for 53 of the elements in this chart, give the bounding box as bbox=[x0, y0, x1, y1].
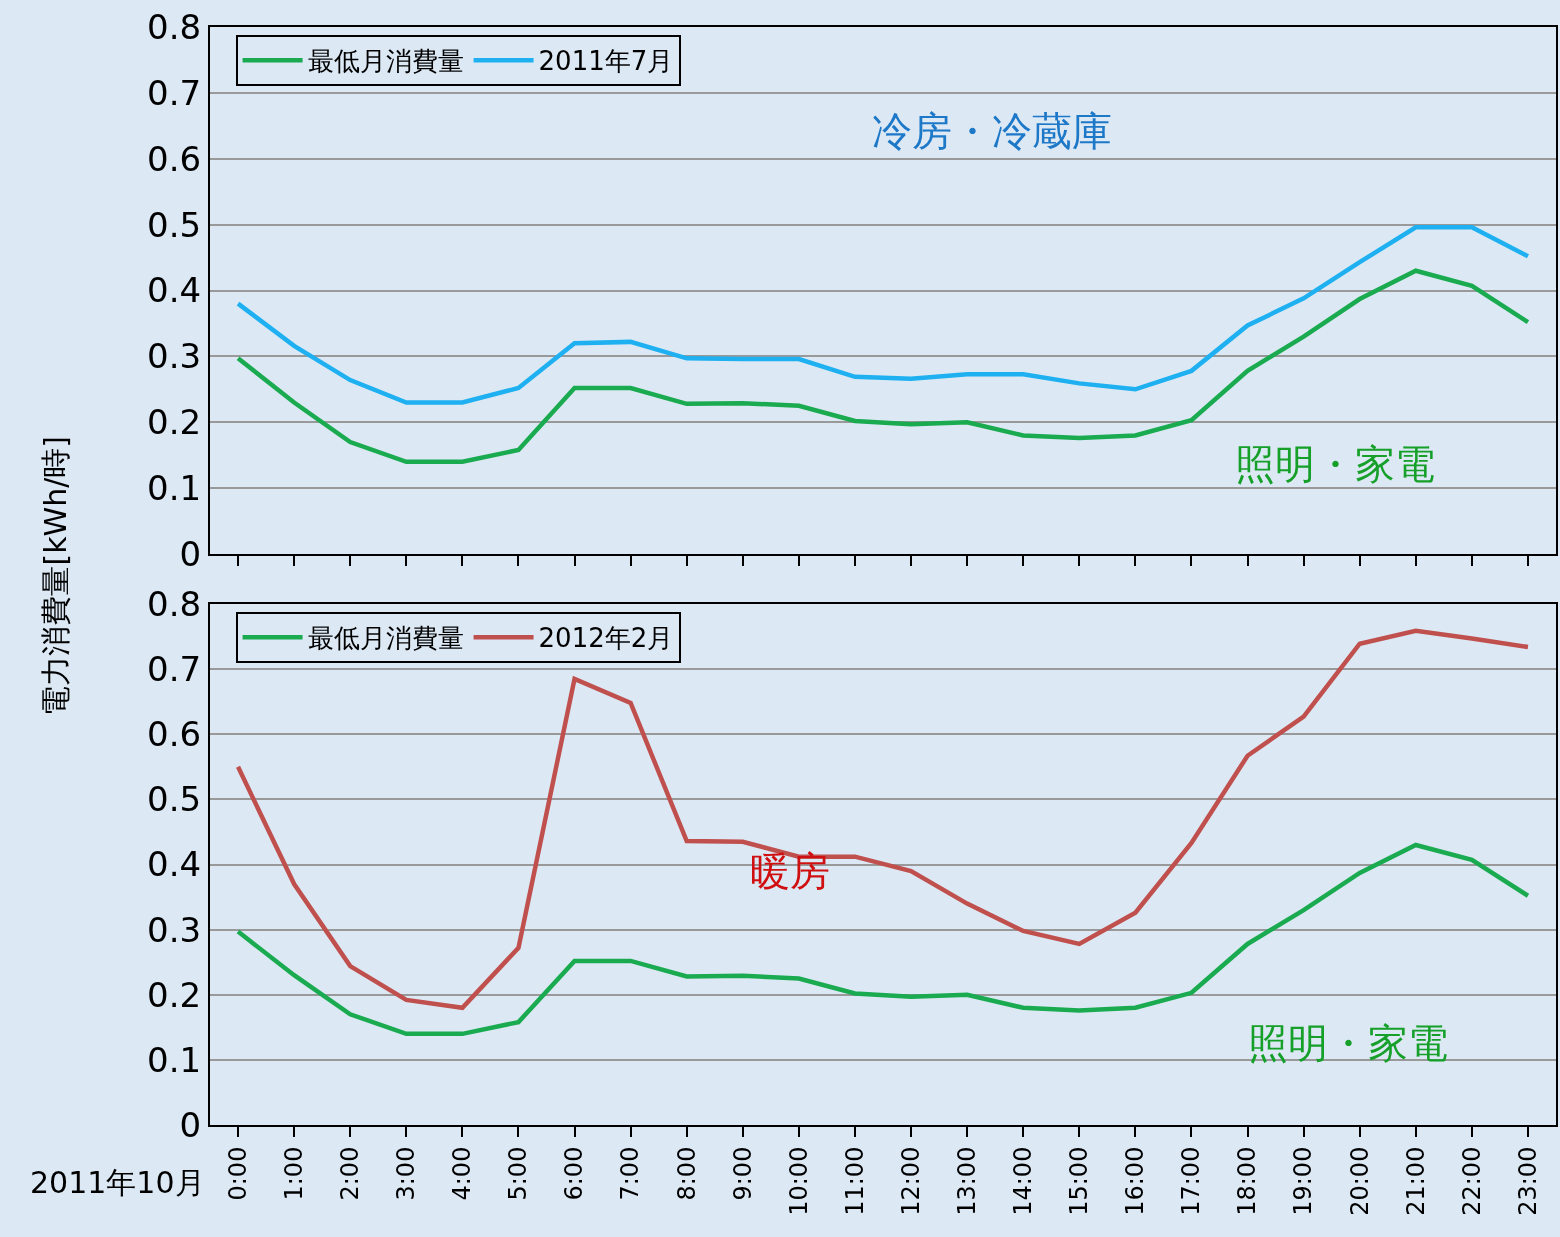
y-tick-label: 0.7 bbox=[147, 649, 202, 690]
x-tick-label: 0:00 bbox=[223, 1146, 252, 1201]
x-tick-label: 19:00 bbox=[1289, 1146, 1318, 1216]
y-tick-label: 0.4 bbox=[147, 270, 202, 311]
x-tick-label: 10:00 bbox=[784, 1146, 813, 1216]
x-tick-label: 18:00 bbox=[1233, 1146, 1262, 1216]
x-tick-label: 2:00 bbox=[336, 1146, 365, 1201]
y-tick-label: 0.8 bbox=[147, 583, 202, 624]
x-tick-label: 9:00 bbox=[728, 1146, 757, 1201]
x-tick-label: 21:00 bbox=[1401, 1146, 1430, 1216]
x-tick-label: 16:00 bbox=[1121, 1146, 1150, 1216]
y-tick-label: 0 bbox=[179, 1104, 202, 1145]
legend-label: 最低月消費量 bbox=[307, 46, 464, 77]
y-tick-label: 0.1 bbox=[147, 1039, 202, 1080]
x-tick-label: 22:00 bbox=[1457, 1146, 1486, 1216]
y-tick-label: 0 bbox=[179, 533, 202, 574]
x-tick-label: 12:00 bbox=[896, 1146, 925, 1216]
x-tick-label: 11:00 bbox=[840, 1146, 869, 1216]
annotation: 照明・家電 bbox=[1248, 1020, 1448, 1066]
annotation: 暖房 bbox=[750, 848, 830, 894]
x-tick-label: 13:00 bbox=[952, 1146, 981, 1216]
line-series bbox=[235, 225, 1531, 405]
y-tick-label: 0.3 bbox=[147, 909, 202, 950]
y-tick-label: 0.4 bbox=[147, 844, 202, 885]
y-axis-title: 電力消費量[kWh/時] bbox=[37, 435, 73, 716]
y-tick-label: 0.6 bbox=[147, 138, 202, 179]
legend-label: 2012年2月 bbox=[538, 623, 674, 654]
x-tick-label: 4:00 bbox=[448, 1146, 477, 1201]
x-tick-label: 15:00 bbox=[1065, 1146, 1094, 1216]
x-tick-label: 20:00 bbox=[1345, 1146, 1374, 1216]
y-tick-label: 0.6 bbox=[147, 714, 202, 755]
y-tick-label: 0.5 bbox=[147, 204, 202, 245]
legend-label: 最低月消費量 bbox=[307, 623, 464, 654]
x-tick-label: 17:00 bbox=[1177, 1146, 1206, 1216]
x-axis-title: 2011年10月 bbox=[30, 1165, 205, 1200]
y-tick-label: 0.7 bbox=[147, 72, 202, 113]
y-tick-label: 0.3 bbox=[147, 336, 202, 377]
x-tick-label: 1:00 bbox=[279, 1146, 308, 1201]
x-tick-label: 7:00 bbox=[616, 1146, 645, 1201]
y-tick-label: 0.2 bbox=[147, 402, 202, 443]
y-tick-label: 0.5 bbox=[147, 779, 202, 820]
y-tick-label: 0.8 bbox=[147, 6, 202, 47]
x-tick-label: 14:00 bbox=[1009, 1146, 1038, 1216]
y-tick-label: 0.1 bbox=[147, 468, 202, 509]
annotation: 冷房・冷蔵庫 bbox=[872, 108, 1112, 154]
y-tick-label: 0.2 bbox=[147, 974, 202, 1015]
legend-label: 2011年7月 bbox=[538, 46, 674, 77]
x-tick-label: 6:00 bbox=[560, 1146, 589, 1201]
x-tick-label: 8:00 bbox=[672, 1146, 701, 1201]
x-tick-label: 23:00 bbox=[1513, 1146, 1542, 1216]
x-tick-label: 3:00 bbox=[392, 1146, 421, 1201]
annotation: 照明・家電 bbox=[1235, 441, 1435, 487]
x-tick-label: 5:00 bbox=[504, 1146, 533, 1201]
